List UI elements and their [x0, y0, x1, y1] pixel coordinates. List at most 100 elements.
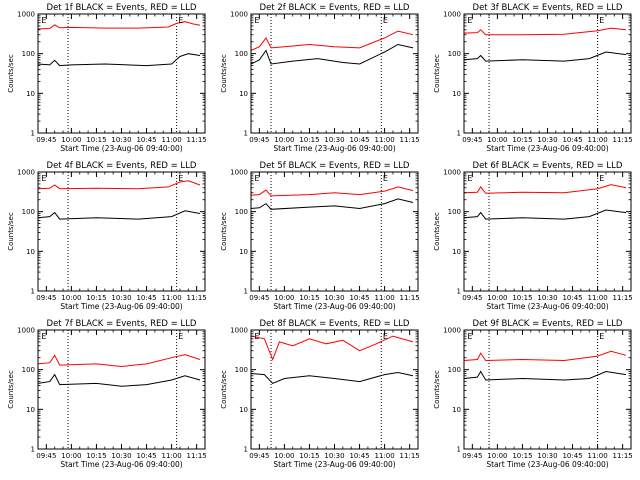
x-tick-label: 11:00	[588, 294, 608, 302]
x-tick-label: 11:15	[400, 136, 420, 144]
y-tick-label: 1000	[443, 169, 461, 177]
x-tick-label: 10:45	[136, 452, 156, 460]
x-axis-label: Start Time (23-Aug-06 09:40:00)	[60, 460, 182, 469]
x-tick-label: 10:00	[487, 294, 507, 302]
events-series	[250, 371, 414, 384]
plot-frame	[37, 13, 206, 134]
events-series	[250, 198, 414, 210]
y-tick-label: 1000	[230, 11, 248, 19]
y-tick-label: 1	[31, 288, 35, 296]
y-tick-label: 10	[452, 90, 461, 98]
x-tick-label: 11:00	[375, 294, 395, 302]
y-axis-label: Counts/sec	[7, 212, 15, 251]
panel-title: Det 1f BLACK = Events, RED = LLD	[47, 3, 197, 13]
x-tick-label: 09:45	[249, 452, 269, 460]
x-tick-label: 09:45	[462, 452, 482, 460]
y-tick-label: 1000	[17, 327, 35, 335]
event-marker-label: E	[467, 174, 472, 183]
plot-frame	[250, 329, 419, 450]
y-tick-label: 100	[22, 208, 35, 216]
plot-frame	[250, 13, 419, 134]
lld-series	[463, 350, 627, 362]
x-tick-label: 09:45	[36, 294, 56, 302]
x-tick-label: 10:15	[86, 136, 106, 144]
y-tick-label: 100	[235, 50, 248, 58]
y-axis-label: Counts/sec	[433, 212, 441, 251]
x-tick-label: 10:15	[299, 294, 319, 302]
lld-series	[250, 186, 414, 197]
x-axis-label: Start Time (23-Aug-06 09:40:00)	[486, 460, 608, 469]
y-tick-label: 1	[244, 446, 248, 454]
x-tick-label: 10:15	[512, 136, 532, 144]
x-axis-label: Start Time (23-Aug-06 09:40:00)	[60, 144, 182, 153]
x-axis-label: Start Time (23-Aug-06 09:40:00)	[60, 302, 182, 311]
panel-title: Det 7f BLACK = Events, RED = LLD	[47, 319, 197, 329]
x-tick-label: 10:15	[299, 136, 319, 144]
event-marker-label: E	[254, 332, 259, 341]
events-series	[37, 210, 201, 220]
y-tick-label: 1	[457, 288, 461, 296]
y-axis-label: Counts/sec	[220, 54, 228, 93]
x-tick-label: 10:30	[537, 136, 557, 144]
event-marker-label: E	[254, 174, 259, 183]
x-tick-label: 11:00	[588, 452, 608, 460]
y-tick-label: 1	[457, 446, 461, 454]
x-tick-label: 10:15	[86, 294, 106, 302]
y-axis-label: Counts/sec	[220, 370, 228, 409]
x-tick-label: 10:30	[324, 294, 344, 302]
lld-series	[37, 180, 201, 190]
x-tick-label: 10:30	[111, 294, 131, 302]
x-tick-label: 11:15	[613, 452, 633, 460]
lld-series	[37, 354, 201, 368]
panel-title: Det 2f BLACK = Events, RED = LLD	[260, 3, 410, 13]
x-tick-label: 10:30	[537, 452, 557, 460]
y-tick-label: 1000	[443, 327, 461, 335]
events-series	[463, 370, 627, 381]
x-tick-label: 10:45	[136, 136, 156, 144]
y-tick-label: 100	[22, 366, 35, 374]
events-series	[463, 51, 627, 62]
event-marker-label: E	[178, 174, 183, 183]
panel-title: Det 3f BLACK = Events, RED = LLD	[473, 3, 623, 13]
y-tick-label: 1000	[443, 11, 461, 19]
x-tick-label: 10:30	[111, 136, 131, 144]
x-tick-label: 11:00	[375, 452, 395, 460]
y-tick-label: 1000	[17, 169, 35, 177]
x-tick-label: 10:00	[274, 452, 294, 460]
events-series	[463, 209, 627, 220]
x-tick-label: 10:45	[349, 452, 369, 460]
x-tick-label: 09:45	[462, 294, 482, 302]
x-tick-label: 11:00	[162, 136, 182, 144]
x-tick-label: 10:45	[136, 294, 156, 302]
event-marker-label: E	[599, 16, 604, 25]
lld-series	[463, 184, 627, 194]
x-tick-label: 10:30	[111, 452, 131, 460]
event-marker-label: E	[467, 16, 472, 25]
y-axis-label: Counts/sec	[7, 370, 15, 409]
x-axis-label: Start Time (23-Aug-06 09:40:00)	[486, 302, 608, 311]
y-tick-label: 1	[244, 130, 248, 138]
x-tick-label: 11:15	[400, 452, 420, 460]
x-tick-label: 10:00	[274, 294, 294, 302]
events-series	[37, 373, 201, 387]
y-axis-label: Counts/sec	[433, 370, 441, 409]
x-tick-label: 10:30	[537, 294, 557, 302]
x-tick-label: 09:45	[249, 294, 269, 302]
event-marker-label: E	[178, 332, 183, 341]
y-axis-label: Counts/sec	[220, 212, 228, 251]
x-tick-label: 10:15	[512, 294, 532, 302]
x-tick-label: 10:45	[349, 294, 369, 302]
events-series	[250, 43, 414, 65]
x-tick-label: 10:00	[61, 452, 81, 460]
x-tick-label: 11:00	[588, 136, 608, 144]
x-tick-label: 10:00	[487, 452, 507, 460]
x-tick-label: 11:00	[162, 452, 182, 460]
x-tick-label: 10:30	[324, 136, 344, 144]
